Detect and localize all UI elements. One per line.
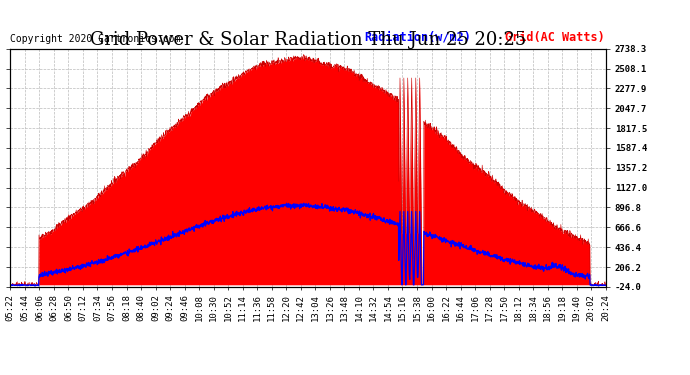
Text: Copyright 2020 Cartronics.com: Copyright 2020 Cartronics.com — [10, 34, 181, 44]
Text: Grid(AC Watts): Grid(AC Watts) — [504, 31, 604, 44]
Text: Radiation(w/m2): Radiation(w/m2) — [364, 31, 471, 44]
Title: Grid Power & Solar Radiation Thu Jun 25 20:25: Grid Power & Solar Radiation Thu Jun 25 … — [90, 31, 526, 49]
